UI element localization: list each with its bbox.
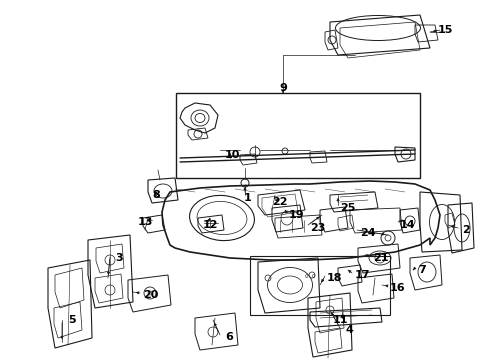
Text: 18: 18 [327,273,343,283]
Text: 25: 25 [340,203,355,213]
Text: 21: 21 [373,253,389,263]
Text: 1: 1 [244,193,252,203]
Text: 23: 23 [310,223,325,233]
Text: 7: 7 [418,265,426,275]
Text: 17: 17 [355,270,370,280]
Text: 4: 4 [345,325,353,335]
Text: 15: 15 [438,25,453,35]
Text: 3: 3 [115,253,122,263]
Text: 14: 14 [400,220,416,230]
Text: 20: 20 [143,290,158,300]
Text: 10: 10 [224,150,240,160]
Text: 24: 24 [360,228,376,238]
Text: 16: 16 [390,283,406,293]
Text: 2: 2 [462,225,470,235]
Text: 5: 5 [68,315,75,325]
Text: 11: 11 [332,315,348,325]
Text: 12: 12 [202,220,218,230]
Bar [250,256,390,315]
Text: 8: 8 [152,190,160,200]
Bar [176,93,420,178]
Text: 0  0: 0 0 [305,274,315,279]
Text: 9: 9 [279,83,287,93]
Text: 19: 19 [289,210,305,220]
Text: 6: 6 [225,332,233,342]
Text: 13: 13 [138,217,153,227]
Text: 22: 22 [272,197,288,207]
